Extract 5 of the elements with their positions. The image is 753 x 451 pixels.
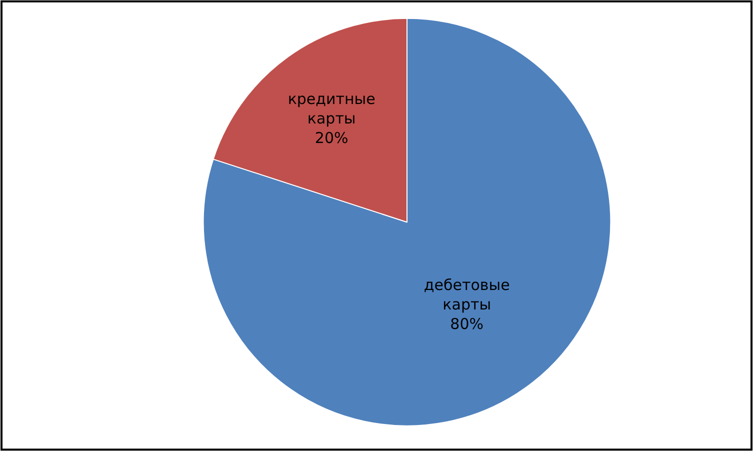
data-label: 80% (450, 315, 484, 334)
slice-label: кредитные карты (288, 90, 376, 128)
data-label: 20% (314, 128, 348, 147)
pie-slice (203, 18, 612, 426)
slice-label: дебетовые карты (424, 276, 510, 314)
